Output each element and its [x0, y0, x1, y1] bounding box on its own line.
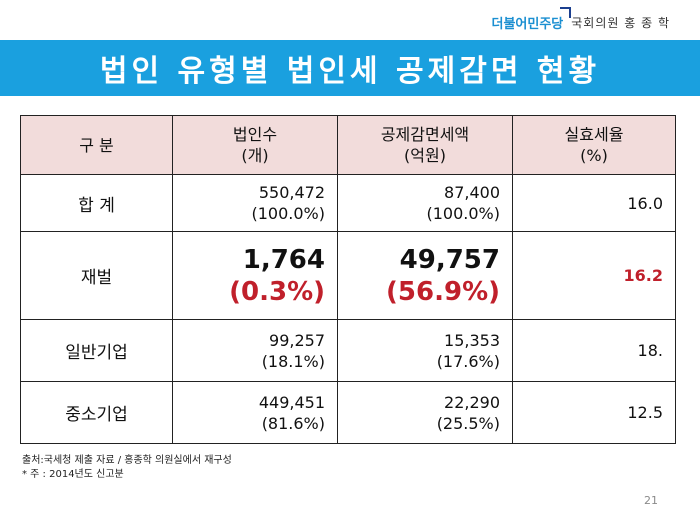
- amount-value: 22,290: [444, 392, 500, 412]
- header-rate-unit: (%): [580, 146, 608, 165]
- amount-value: 15,353: [444, 330, 500, 350]
- header-category-label: 구 분: [79, 135, 114, 155]
- row-label: 재벌: [20, 231, 173, 320]
- page-number: 21: [644, 494, 658, 507]
- title-bar: 법인 유형별 법인세 공제감면 현황: [0, 40, 700, 96]
- table-row: 합 계 550,472 (100.0%) 87,400 (100.0%) 16.…: [20, 174, 676, 232]
- header-rate: 실효세율 (%): [512, 115, 676, 175]
- count-value: 449,451: [258, 392, 325, 412]
- amount-cell: 15,353 (17.6%): [337, 319, 513, 382]
- amount-cell: 22,290 (25.5%): [337, 381, 513, 444]
- rate-cell: 16.0: [512, 174, 676, 232]
- header-amount-unit: (억원): [404, 146, 446, 165]
- amount-pct: (56.9%): [386, 276, 500, 307]
- header-amount-label: 공제감면세액: [380, 125, 470, 144]
- amount-pct: (17.6%): [436, 351, 500, 371]
- tax-table: 구 분 법인수 (개) 공제감면세액 (억원) 실효세율 (%) 합 계 550…: [20, 115, 676, 444]
- header-logo-area: 더불어민주당 국회의원 홍 종 학: [491, 6, 671, 34]
- header-rate-label: 실효세율: [564, 125, 624, 144]
- count-cell: 449,451 (81.6%): [172, 381, 338, 444]
- count-cell: 1,764 (0.3%): [172, 231, 338, 320]
- page-title: 법인 유형별 법인세 공제감면 현황: [99, 54, 601, 89]
- table-header-row: 구 분 법인수 (개) 공제감면세액 (억원) 실효세율 (%): [20, 115, 676, 175]
- amount-pct: (100.0%): [426, 204, 501, 223]
- rate-cell: 12.5: [512, 381, 676, 444]
- header-count-unit: (개): [241, 146, 269, 165]
- footnotes: 출처:국세청 제출 자료 / 홍종학 의원실에서 재구성 * 주 : 2014년…: [22, 454, 232, 482]
- source-note: 출처:국세청 제출 자료 / 홍종학 의원실에서 재구성: [22, 455, 232, 466]
- count-pct: (18.1%): [261, 351, 325, 371]
- amount-cell: 87,400 (100.0%): [337, 174, 513, 232]
- row-label: 합 계: [20, 174, 173, 232]
- table-row: 중소기업 449,451 (81.6%) 22,290 (25.5%) 12.5: [20, 381, 676, 444]
- table-row: 재벌 1,764 (0.3%) 49,757 (56.9%) 16.2: [20, 231, 676, 320]
- party-name: 더불어민주당: [491, 16, 564, 32]
- row-label: 중소기업: [20, 381, 173, 444]
- party-logo: 더불어민주당: [491, 6, 572, 32]
- table-row: 일반기업 99,257 (18.1%) 15,353 (17.6%) 18.: [20, 319, 676, 382]
- header-count-label: 법인수: [232, 125, 278, 144]
- amount-pct: (25.5%): [436, 413, 500, 433]
- header-count: 법인수 (개): [172, 115, 338, 175]
- count-pct: (0.3%): [229, 276, 325, 307]
- amount-cell: 49,757 (56.9%): [337, 231, 513, 320]
- header-amount: 공제감면세액 (억원): [337, 115, 513, 175]
- office-name: 국회의원 홍 종 학: [571, 15, 670, 30]
- rate-cell: 18.: [512, 319, 676, 382]
- row-label: 일반기업: [20, 319, 173, 382]
- year-note: * 주 : 2014년도 신고분: [22, 469, 124, 480]
- count-value: 99,257: [269, 330, 325, 350]
- header-category: 구 분: [20, 115, 173, 175]
- count-value: 1,764: [242, 244, 325, 275]
- count-cell: 99,257 (18.1%): [172, 319, 338, 382]
- amount-value: 49,757: [399, 244, 500, 275]
- count-pct: (100.0%): [251, 204, 326, 223]
- count-value: 550,472: [258, 183, 325, 202]
- rate-cell: 16.2: [512, 231, 676, 320]
- count-cell: 550,472 (100.0%): [172, 174, 338, 232]
- count-pct: (81.6%): [261, 413, 325, 433]
- amount-value: 87,400: [444, 183, 500, 202]
- party-mark-icon: [560, 6, 572, 18]
